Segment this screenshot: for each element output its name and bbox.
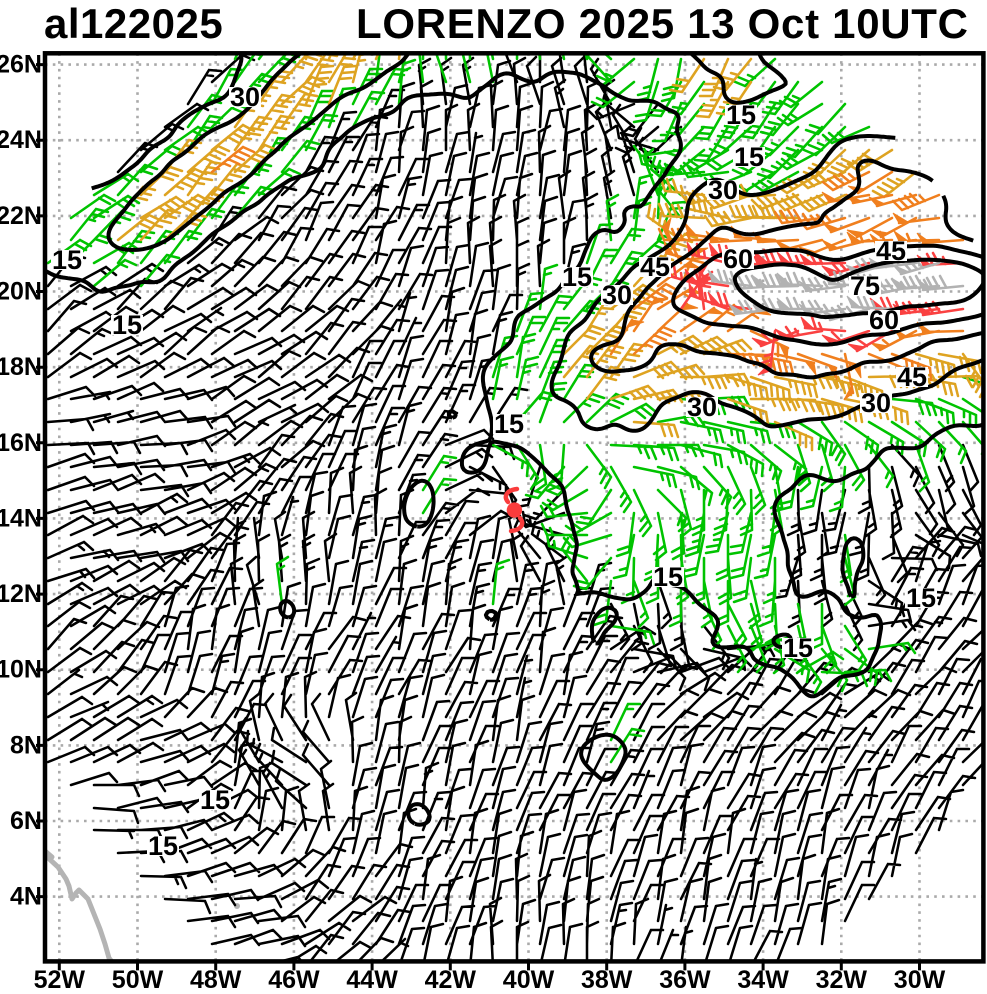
svg-text:34W: 34W: [737, 966, 789, 989]
svg-text:40W: 40W: [503, 966, 555, 989]
svg-text:15: 15: [112, 310, 142, 340]
svg-text:15: 15: [52, 245, 82, 275]
svg-text:16N: 16N: [0, 429, 42, 457]
svg-text:60: 60: [869, 305, 899, 335]
svg-text:15: 15: [200, 785, 230, 815]
svg-text:15: 15: [494, 409, 524, 439]
svg-text:22N: 22N: [0, 202, 42, 230]
svg-text:52W: 52W: [34, 966, 86, 989]
svg-text:38W: 38W: [581, 966, 633, 989]
svg-text:24N: 24N: [0, 126, 42, 154]
svg-text:36W: 36W: [659, 966, 711, 989]
svg-text:15: 15: [734, 142, 764, 172]
svg-text:26N: 26N: [0, 51, 42, 79]
svg-text:44W: 44W: [346, 966, 398, 989]
svg-text:15: 15: [906, 583, 936, 613]
svg-text:46W: 46W: [268, 966, 320, 989]
svg-text:42W: 42W: [425, 966, 477, 989]
svg-text:10N: 10N: [0, 656, 42, 684]
svg-text:32W: 32W: [816, 966, 868, 989]
svg-text:30: 30: [687, 392, 717, 422]
svg-text:20N: 20N: [0, 278, 42, 306]
svg-text:18N: 18N: [0, 353, 42, 381]
svg-text:al122025: al122025: [44, 0, 223, 47]
svg-text:14N: 14N: [0, 504, 42, 532]
svg-text:75: 75: [850, 271, 880, 301]
svg-text:45: 45: [897, 362, 927, 392]
svg-text:15: 15: [726, 100, 756, 130]
svg-text:30W: 30W: [894, 966, 946, 989]
svg-text:30: 30: [708, 175, 738, 205]
svg-text:4N: 4N: [10, 883, 42, 911]
svg-text:12N: 12N: [0, 580, 42, 608]
svg-text:45: 45: [876, 236, 906, 266]
svg-text:15: 15: [148, 831, 178, 861]
svg-text:30: 30: [861, 388, 891, 418]
svg-text:15: 15: [562, 262, 592, 292]
svg-text:30: 30: [230, 82, 260, 112]
svg-text:48W: 48W: [190, 966, 242, 989]
svg-text:LORENZO 2025 13 Oct 10UTC: LORENZO 2025 13 Oct 10UTC: [356, 0, 969, 47]
svg-text:15: 15: [783, 633, 813, 663]
svg-text:8N: 8N: [10, 731, 42, 759]
svg-text:6N: 6N: [10, 807, 42, 835]
svg-text:15: 15: [653, 562, 683, 592]
svg-text:60: 60: [723, 244, 753, 274]
svg-text:30: 30: [602, 280, 632, 310]
svg-text:50W: 50W: [112, 966, 164, 989]
svg-text:45: 45: [640, 252, 670, 282]
